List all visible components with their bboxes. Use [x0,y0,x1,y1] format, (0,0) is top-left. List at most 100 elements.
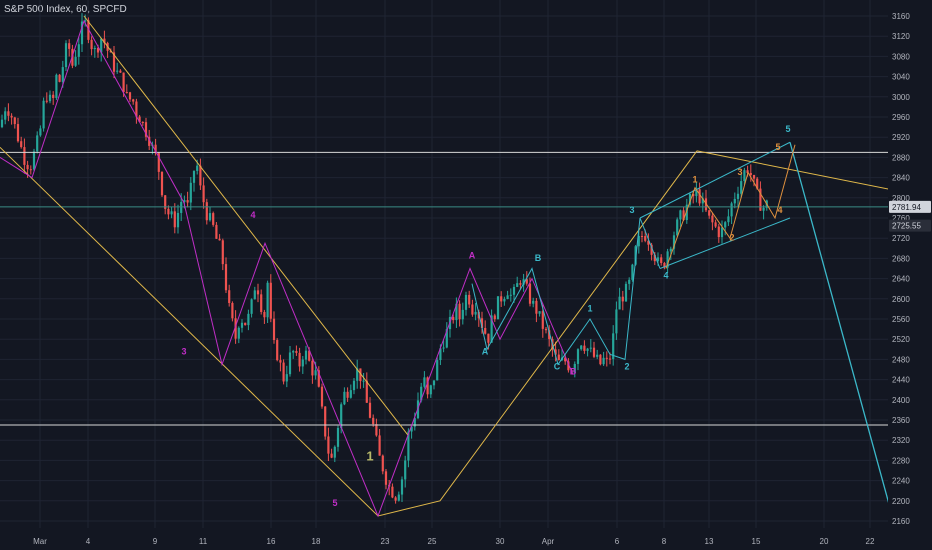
candle-body [653,254,656,262]
last-price-label-bg [889,200,931,213]
candle-body [276,340,279,361]
candle-body [676,219,679,236]
candle-body [487,333,490,343]
time-axis-bg [0,528,932,550]
candle-body [372,417,375,425]
candle-body [733,198,736,204]
candle-body [615,309,618,334]
time-axis[interactable]: Mar 4 9 11 16 18 23 25 30 Apr 6 8 13 15 20 22 [0,528,932,550]
time-tick-label: 4 [86,537,91,546]
candle-body [301,359,304,367]
candle-body [64,43,68,68]
candle-body [717,226,720,238]
price-tick-label: 2160 [892,517,910,526]
candle-body [506,295,509,300]
wave-label: 1 [692,175,697,185]
candle-body [532,300,535,304]
candle-body [237,327,240,339]
candle-body [612,333,615,360]
countdown-price-label-bg [889,219,931,232]
candle-body [218,238,221,241]
candle-body [4,111,7,120]
candle-body [621,296,624,302]
wave-label: 3 [181,346,186,356]
time-tick-label: 30 [496,537,505,546]
candle-body [458,303,461,320]
candle-body [525,279,528,284]
candle-body [320,386,324,407]
magenta-wave [0,19,574,518]
candle-body [164,195,167,209]
price-tick-label: 2560 [892,315,910,324]
candle-body [327,436,330,454]
price-tick-label: 3000 [892,93,910,102]
candle-body [720,227,724,238]
candle-body [292,351,295,353]
candle-body [135,101,138,117]
candle-body [381,455,384,472]
wave-label: 4 [777,205,782,215]
price-tick-label: 2600 [892,295,910,304]
candle-body [410,426,413,432]
candle-body [20,141,23,148]
candle-body [480,318,484,328]
candle-body [228,290,231,303]
wedge-lower [659,217,791,269]
candle-body [199,165,202,186]
candle-body [330,453,333,458]
time-tick-label: Mar [33,537,47,546]
candle-body [215,224,218,239]
candle-body [324,406,327,437]
candle-body [567,361,570,371]
wave-label: 5 [785,124,790,134]
candle-body [253,290,256,300]
candle-body [282,362,285,382]
time-tick-label: 15 [752,537,761,546]
candle-body [13,117,16,125]
candle-body [365,380,368,403]
candle-body [516,283,519,287]
candle-body [295,351,298,353]
candle-body [698,189,701,204]
time-tick-label: 25 [428,537,437,546]
wave-label: 2 [729,233,734,243]
candle-body [90,39,93,50]
candle-body [736,193,740,199]
candle-body [695,189,698,197]
candle-body [244,322,247,326]
candle-body [426,377,429,395]
wave-label: 1 [587,303,592,313]
candle-body [512,286,516,295]
candle-body [452,316,455,321]
channel-lower [0,146,379,517]
candle-body [528,283,532,304]
candle-body [144,122,148,137]
candle-body [464,294,468,310]
price-tick-label: 3160 [892,12,910,21]
candle-body [743,170,746,182]
wave-label: 1 [366,448,373,463]
candle-body [637,236,640,247]
candle-body [746,170,749,173]
candle-body [170,211,173,215]
candle-body [596,354,599,357]
candle-body [429,385,432,395]
candle-body [352,380,356,391]
candle-body [519,283,522,285]
candle-body [669,248,672,252]
candle-body [314,370,317,376]
candle-body [26,164,29,170]
candle-body [628,279,631,284]
price-tick-label: 2320 [892,436,910,445]
wave-label: 3 [629,205,634,215]
candle-body [647,240,650,245]
price-axis[interactable]: 2160 2200 2240 2280 2320 2360 2400 2440 2480 2520… [888,0,932,550]
candle-body [36,135,39,152]
candle-body [605,357,608,359]
candle-body [10,115,13,118]
candle-body [368,402,372,418]
time-tick-label: 11 [199,537,208,546]
candle-body [397,494,400,501]
candle-body [269,282,272,319]
